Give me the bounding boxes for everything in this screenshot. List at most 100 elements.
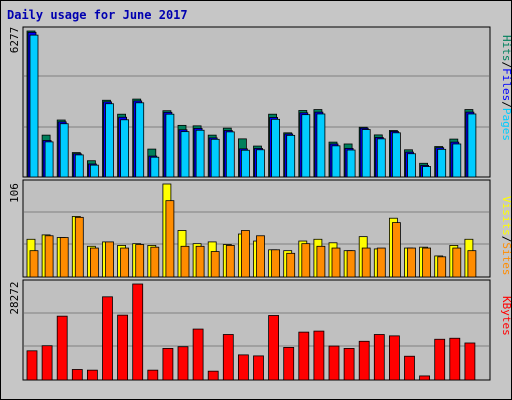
legend-entry-sites: Sites — [500, 242, 512, 275]
bar-kbytes-day-7 — [117, 314, 128, 381]
bar-sites-day-9 — [150, 246, 160, 278]
bar-sites-day-23 — [361, 247, 371, 278]
bar-pages-day-24 — [376, 138, 386, 178]
legend-entry-sep: / — [500, 236, 512, 243]
bar-pages-day-1 — [29, 34, 39, 178]
bar-pages-day-26 — [407, 153, 416, 178]
bar-pages-day-7 — [120, 119, 129, 178]
bar-kbytes-day-28 — [434, 338, 446, 381]
bar-kbytes-day-13 — [207, 370, 219, 381]
bar-kbytes-day-15 — [237, 354, 249, 381]
bar-kbytes-day-16 — [253, 355, 264, 381]
chart-title: Daily usage for June 2017 — [7, 8, 188, 22]
bar-sites-day-30 — [467, 250, 477, 278]
bar-pages-day-19 — [301, 114, 311, 178]
bar-pages-day-10 — [165, 113, 175, 178]
bar-pages-day-22 — [346, 149, 356, 178]
bar-kbytes-day-3 — [56, 315, 68, 381]
bar-pages-day-18 — [286, 134, 296, 178]
bar-kbytes-day-23 — [358, 340, 370, 381]
bar-kbytes-day-30 — [464, 342, 476, 381]
bar-pages-day-13 — [210, 138, 220, 178]
legend-entry-kbytes: KBytes — [500, 296, 512, 336]
bar-kbytes-day-14 — [222, 334, 234, 381]
legend-entry-visits: Visits — [500, 196, 512, 236]
bar-sites-day-28 — [437, 256, 447, 278]
bar-sites-day-13 — [210, 251, 220, 278]
bar-sites-day-21 — [331, 247, 341, 278]
bar-sites-day-26 — [407, 247, 416, 278]
bar-pages-day-20 — [316, 113, 326, 178]
bar-pages-day-2 — [44, 141, 54, 178]
bar-pages-day-21 — [331, 145, 341, 178]
bar-kbytes-day-8 — [132, 283, 144, 381]
bar-kbytes-day-12 — [192, 328, 204, 381]
bar-sites-day-24 — [376, 247, 386, 278]
legend-panel-1: Hits/Files/Pages — [500, 35, 512, 141]
bar-sites-day-19 — [301, 243, 311, 278]
bar-sites-day-2 — [44, 235, 54, 278]
bar-sites-day-14 — [225, 245, 235, 278]
panel-max-label-hits: 6277 — [8, 27, 21, 54]
bar-kbytes-day-9 — [147, 369, 159, 381]
bar-pages-day-4 — [74, 154, 84, 178]
bar-sites-day-1 — [29, 250, 39, 278]
bar-pages-day-16 — [256, 149, 265, 178]
bar-kbytes-day-27 — [419, 375, 431, 381]
bar-kbytes-day-20 — [313, 330, 325, 381]
bar-sites-day-16 — [256, 235, 265, 278]
bar-pages-day-29 — [452, 143, 462, 178]
legend-entry-hits: Hits — [500, 35, 512, 62]
bar-kbytes-day-19 — [298, 331, 310, 381]
bar-kbytes-day-24 — [373, 334, 385, 381]
bar-sites-day-7 — [120, 247, 129, 278]
bar-kbytes-day-22 — [343, 348, 355, 381]
bar-sites-day-20 — [316, 245, 326, 278]
bar-kbytes-day-1 — [26, 350, 38, 381]
bar-sites-day-22 — [346, 250, 356, 278]
bar-kbytes-day-29 — [449, 337, 461, 381]
bar-kbytes-day-11 — [177, 346, 189, 381]
bar-pages-day-25 — [391, 132, 401, 178]
bar-kbytes-day-25 — [388, 335, 400, 381]
bar-sites-day-15 — [240, 230, 250, 278]
bar-kbytes-day-21 — [328, 345, 340, 381]
bar-sites-day-10 — [165, 200, 175, 278]
bar-sites-day-27 — [422, 247, 432, 278]
bar-pages-day-5 — [90, 164, 99, 178]
bar-pages-day-27 — [422, 166, 432, 178]
bar-kbytes-day-26 — [404, 355, 415, 381]
bar-sites-day-18 — [286, 252, 296, 278]
bar-sites-day-17 — [271, 249, 281, 278]
bar-pages-day-23 — [361, 129, 371, 178]
legend-panel-3: KBytes — [500, 296, 512, 336]
bar-pages-day-14 — [225, 131, 235, 178]
panel-max-label-kbytes: 28272 — [8, 281, 21, 314]
bar-sites-day-5 — [90, 247, 99, 278]
bar-kbytes-day-6 — [102, 296, 113, 381]
bar-pages-day-28 — [437, 148, 447, 178]
bar-kbytes-day-5 — [87, 369, 98, 381]
legend-entry-sep: / — [500, 101, 512, 108]
bar-pages-day-11 — [180, 131, 190, 178]
bar-pages-day-9 — [150, 156, 160, 178]
bar-sites-day-3 — [59, 237, 69, 278]
bar-pages-day-6 — [105, 103, 114, 178]
bar-pages-day-8 — [135, 102, 145, 178]
bar-pages-day-15 — [240, 149, 250, 178]
bar-kbytes-day-18 — [283, 347, 295, 381]
bar-sites-day-11 — [180, 245, 190, 278]
panel-max-label-visits: 106 — [8, 183, 21, 203]
bar-kbytes-day-4 — [71, 369, 83, 381]
bar-sites-day-6 — [105, 241, 114, 278]
legend-panel-2: Visits/Sites — [500, 196, 512, 276]
legend-entry-sep: / — [500, 62, 512, 69]
bar-sites-day-4 — [74, 216, 84, 278]
bar-kbytes-day-10 — [162, 348, 174, 381]
bar-pages-day-17 — [271, 118, 281, 178]
legend-entry-pages: Pages — [500, 108, 512, 141]
bar-kbytes-day-17 — [268, 315, 280, 381]
bar-kbytes-day-2 — [41, 345, 53, 381]
legend-entry-files: Files — [500, 68, 512, 101]
bar-pages-day-30 — [467, 113, 477, 178]
